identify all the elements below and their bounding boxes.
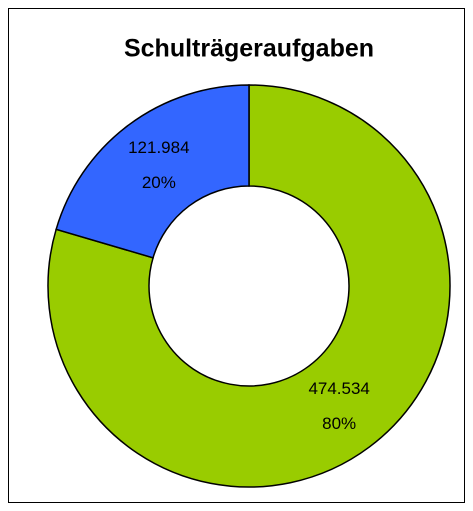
value-label: 474.534 bbox=[308, 379, 369, 398]
value-label: 121.984 bbox=[128, 138, 189, 157]
percent-label: 20% bbox=[142, 173, 176, 192]
donut-slice bbox=[55, 84, 250, 259]
percent-label: 80% bbox=[322, 414, 356, 433]
chart-title: Schulträgeraufgaben bbox=[124, 35, 374, 63]
donut-slice bbox=[47, 84, 451, 488]
